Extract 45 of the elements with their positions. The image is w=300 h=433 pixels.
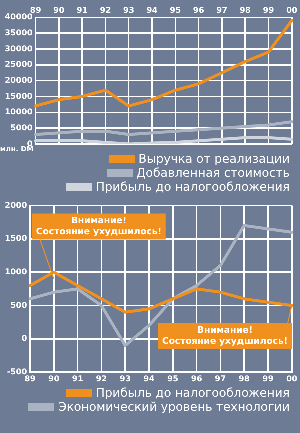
y-tick-label: 40000 [4, 12, 34, 22]
y-tick-label: 500 [10, 300, 28, 310]
y-tick-label: 30000 [4, 44, 34, 54]
x-tick-label: 95 [167, 374, 180, 384]
y-tick-label: 1500 [5, 234, 28, 244]
x-tick-label: 91 [76, 6, 88, 15]
y-tick-label: 25000 [4, 60, 34, 70]
x-tick-label: 96 [193, 6, 205, 15]
legend-label: Выручка от реализации [138, 152, 290, 166]
x-tick-label: 99 [263, 6, 275, 15]
x-tick-label: 94 [144, 374, 156, 384]
x-tick-label: 93 [120, 374, 132, 384]
x-tick-label: 92 [96, 374, 108, 384]
y-tick-label: 20000 [4, 76, 34, 85]
x-tick-label: 91 [72, 374, 84, 384]
x-tick-label: 89 [30, 6, 42, 15]
x-tick-label: 00 [286, 374, 298, 384]
x-tick-label: 90 [48, 374, 60, 384]
legend-label: Добавленная стоимость [136, 166, 290, 180]
legend-label: Прибыль до налогообложения [96, 180, 290, 194]
x-tick-label: 99 [262, 374, 274, 384]
legend-label: Прибыль до налогообложения [96, 386, 290, 400]
annotation: Внимание! Состояние ухудшилось! [162, 326, 288, 347]
y-tick-label: -500 [7, 367, 28, 376]
x-tick-label: 94 [146, 6, 158, 15]
x-tick-label: 96 [191, 374, 203, 384]
x-tick-label: 97 [216, 6, 228, 15]
x-tick-label: 92 [100, 6, 112, 15]
y-tick-label: 15000 [4, 92, 34, 101]
y-tick-label: 35000 [4, 28, 34, 38]
x-tick-label: 93 [123, 6, 135, 15]
x-tick-label: 98 [238, 374, 250, 384]
y-tick-label: 10000 [4, 108, 34, 117]
x-tick-label: 97 [215, 374, 226, 384]
x-tick-label: 98 [240, 6, 252, 15]
y-tick-label: 1000 [5, 268, 28, 277]
x-tick-label: 95 [170, 6, 182, 15]
y-tick-label: 5000 [10, 123, 34, 132]
annotation: Внимание! Состояние ухудшилось! [36, 216, 162, 238]
y-tick-label: 2000 [5, 200, 28, 210]
legend-label: Экономический уровень технологии [58, 400, 290, 414]
x-tick-label: 89 [24, 374, 36, 384]
x-tick-label: 90 [54, 6, 66, 15]
x-tick-label: 00 [286, 6, 298, 15]
y-tick-label: 0 [22, 334, 28, 344]
